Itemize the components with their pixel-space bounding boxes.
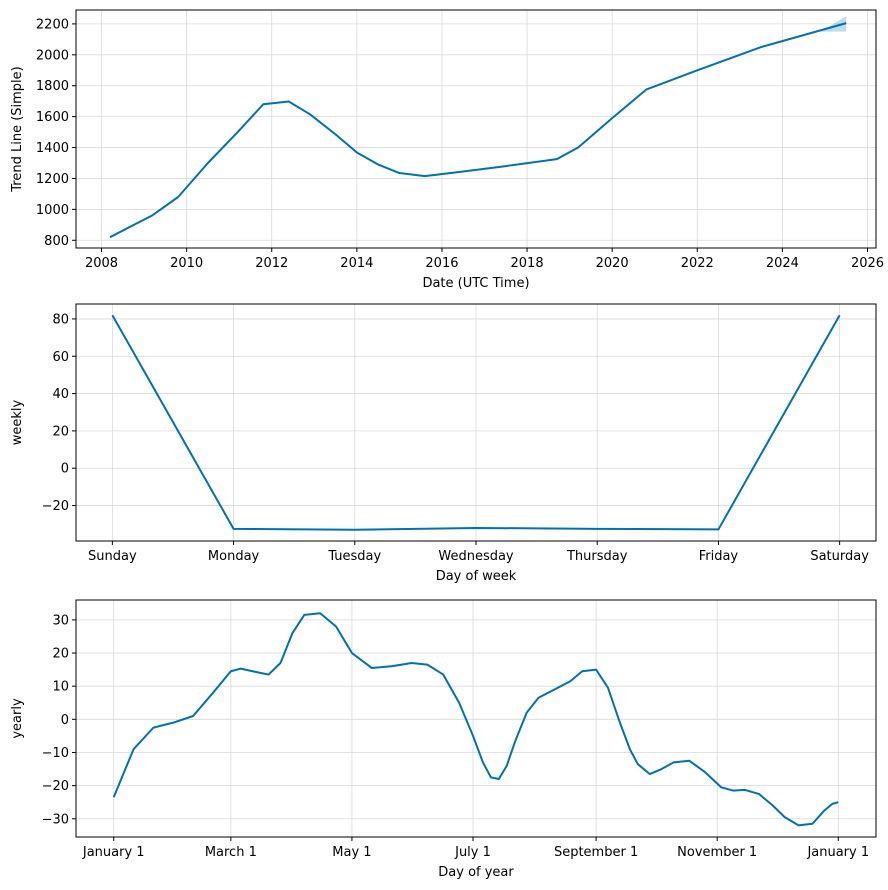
yearly-y-tick-label-2: −10 — [42, 746, 69, 761]
yearly-series-line — [112, 612, 839, 827]
weekly-x-tick-label-6: Saturday — [810, 549, 869, 564]
yearly-x-tick-label-5: November 1 — [677, 845, 757, 860]
yearly-x-tick-label-2: May 1 — [332, 845, 371, 860]
trend-y-tick-label-5: 1800 — [36, 79, 69, 94]
weekly-x-tick-label-2: Tuesday — [327, 549, 381, 564]
trend-y-tick-label-2: 1200 — [36, 172, 69, 187]
weekly-x-tick-label-0: Sunday — [88, 549, 137, 564]
weekly-y-axis-label: weekly — [10, 399, 25, 445]
yearly-x-tick-label-6: January 1 — [806, 845, 869, 860]
weekly-y-tick-label-1: 0 — [61, 462, 69, 477]
trend-x-tick-label-5: 2018 — [511, 256, 544, 271]
trend-y-tick-label-1: 1000 — [36, 203, 69, 218]
trend-x-tick-label-7: 2022 — [681, 256, 714, 271]
yearly-y-tick-label-3: 0 — [61, 713, 69, 728]
trend-x-tick-label-0: 2008 — [85, 256, 118, 271]
trend-x-tick-label-2: 2012 — [255, 256, 288, 271]
yearly-y-tick-label-0: −30 — [42, 812, 69, 827]
trend-y-tick-label-0: 800 — [44, 234, 69, 249]
weekly-x-tick-label-1: Monday — [208, 549, 260, 564]
trend-series-line — [109, 22, 847, 239]
yearly-y-tick-label-5: 20 — [52, 647, 69, 662]
trend-panel: 2008 2010 2012 2014 2016 2018 2020 2022 2024 2026… — [10, 9, 884, 291]
yearly-x-axis-label: Day of year — [438, 865, 514, 880]
weekly-panel: Sunday Monday Tuesday Wednesday Thursday Frid… — [10, 303, 877, 584]
yearly-x-tick-label-3: July 1 — [454, 845, 491, 860]
trend-x-tick-label-6: 2020 — [596, 256, 629, 271]
trend-x-tick-label-4: 2016 — [425, 256, 458, 271]
weekly-y-tick-label-4: 60 — [52, 350, 69, 365]
weekly-x-tick-label-3: Wednesday — [438, 549, 514, 564]
yearly-x-tick-label-0: January 1 — [82, 845, 145, 860]
yearly-x-tick-label-4: September 1 — [554, 845, 638, 860]
yearly-panel: January 1 March 1 May 1 July 1 September 1 No… — [10, 599, 877, 880]
weekly-x-axis-label: Day of week — [436, 569, 517, 584]
yearly-x-tick-label-1: March 1 — [205, 845, 257, 860]
weekly-x-tick-label-5: Friday — [699, 549, 739, 564]
trend-x-axis-label: Date (UTC Time) — [422, 276, 529, 291]
trend-x-tick-label-8: 2024 — [766, 256, 799, 271]
trend-x-tick-label-9: 2026 — [851, 256, 884, 271]
yearly-y-tick-label-1: −20 — [42, 779, 69, 794]
weekly-y-tick-label-5: 80 — [52, 312, 69, 327]
weekly-series-line — [111, 314, 841, 531]
trend-y-tick-label-7: 2200 — [36, 17, 69, 32]
yearly-y-tick-label-6: 30 — [52, 613, 69, 628]
weekly-y-tick-label-3: 40 — [52, 387, 69, 402]
trend-y-tick-label-6: 2000 — [36, 48, 69, 63]
trend-x-tick-label-1: 2010 — [170, 256, 203, 271]
weekly-x-tick-label-4: Thursday — [566, 549, 628, 564]
trend-axes-frame — [75, 9, 877, 249]
trend-y-axis-label: Trend Line (Simple) — [10, 66, 25, 192]
yearly-y-axis-label: yearly — [10, 698, 25, 739]
weekly-y-tick-label-0: −20 — [42, 499, 69, 514]
weekly-y-tick-label-2: 20 — [52, 424, 69, 439]
yearly-axes-frame — [75, 599, 877, 838]
trend-y-tick-label-4: 1600 — [36, 110, 69, 125]
trend-y-tick-label-3: 1400 — [36, 141, 69, 156]
yearly-y-tick-label-4: 10 — [52, 680, 69, 695]
trend-x-tick-label-3: 2014 — [340, 256, 373, 271]
